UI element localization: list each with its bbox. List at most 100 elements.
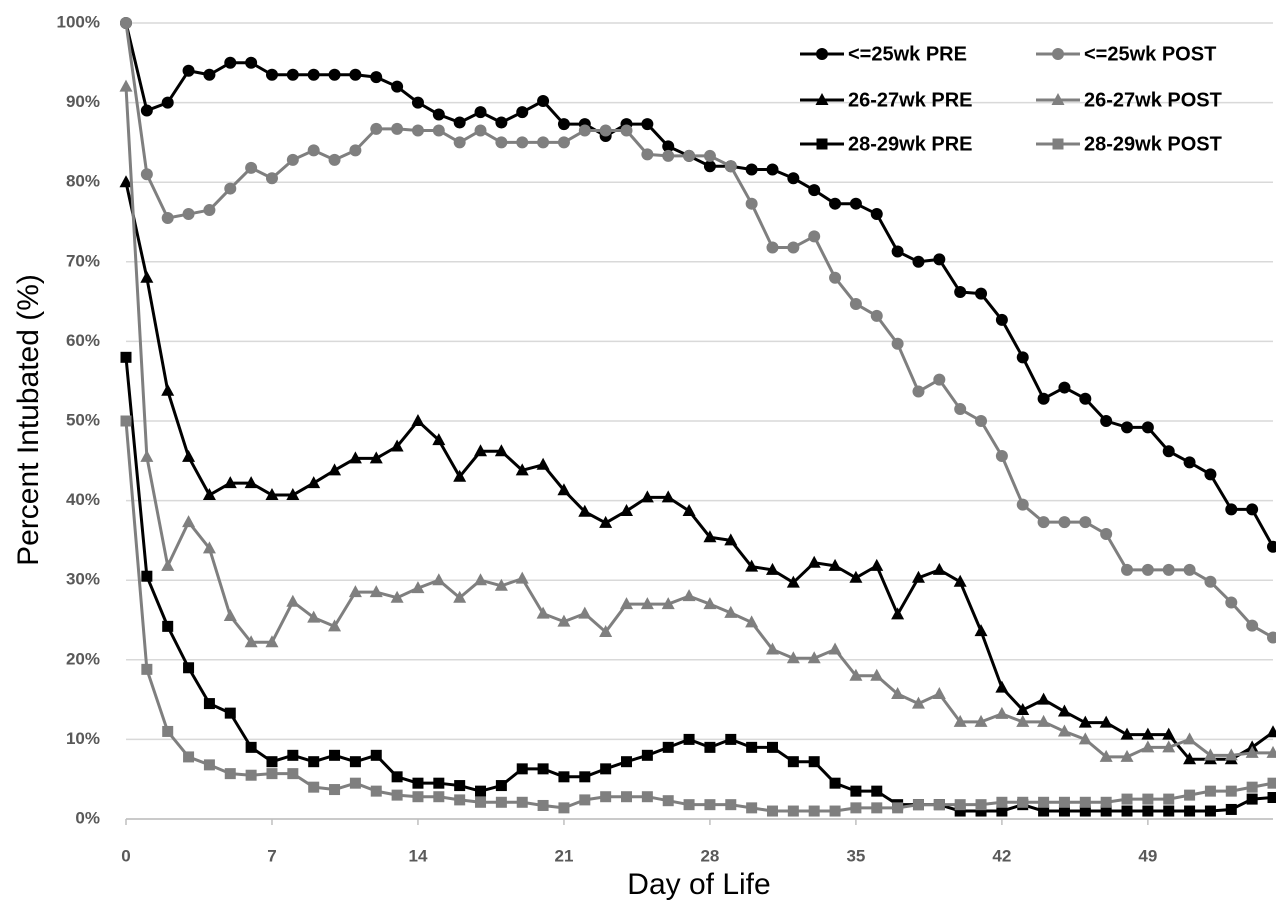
data-point — [912, 385, 925, 398]
data-point — [557, 614, 571, 627]
data-point — [1120, 749, 1134, 762]
data-point — [265, 488, 279, 501]
data-point — [995, 450, 1008, 463]
data-point — [954, 805, 966, 817]
y-axis-label: Percent Intubated (%) — [12, 274, 45, 566]
data-point — [224, 182, 237, 195]
data-point — [244, 476, 258, 489]
data-point — [1141, 421, 1154, 434]
legend-label: 26-27wk POST — [1084, 89, 1222, 111]
data-point — [829, 805, 841, 817]
data-point — [287, 749, 299, 761]
data-point — [1057, 724, 1071, 737]
data-point — [432, 573, 446, 586]
data-point — [161, 212, 174, 225]
data-point — [536, 606, 550, 619]
data-point — [975, 287, 988, 300]
data-point — [641, 118, 654, 131]
data-point — [786, 651, 800, 664]
data-point — [370, 785, 382, 797]
data-point — [808, 805, 820, 817]
data-point — [1121, 421, 1134, 434]
data-point — [307, 610, 321, 623]
data-point — [266, 756, 278, 768]
data-point — [182, 208, 195, 221]
legend-label: 28-29wk POST — [1084, 133, 1222, 155]
data-point — [1163, 793, 1175, 805]
data-point — [537, 136, 550, 149]
data-point — [515, 463, 529, 476]
data-point — [641, 749, 653, 761]
data-point — [1267, 540, 1276, 553]
data-point — [600, 791, 612, 803]
legend-marker — [1051, 93, 1065, 105]
data-point — [871, 785, 883, 797]
data-point — [766, 241, 779, 254]
data-point — [516, 136, 529, 149]
data-point — [621, 791, 633, 803]
data-point — [266, 768, 278, 780]
x-tick-label: 14 — [409, 846, 428, 865]
data-point — [453, 116, 466, 129]
data-point — [850, 785, 862, 797]
data-point — [1079, 392, 1092, 405]
data-point — [892, 802, 904, 814]
x-axis-label: Day of Life — [627, 868, 770, 901]
x-tick-label: 21 — [554, 846, 573, 865]
data-point — [975, 799, 987, 811]
data-point — [1225, 803, 1237, 815]
data-point — [1184, 789, 1196, 801]
data-point — [348, 585, 362, 598]
data-point — [995, 680, 1009, 693]
y-tick-label: 50% — [66, 410, 100, 429]
data-point — [954, 286, 967, 299]
data-point — [725, 799, 737, 811]
data-point — [286, 153, 299, 166]
data-point — [725, 733, 737, 745]
data-point — [411, 124, 424, 137]
data-point — [974, 624, 988, 637]
data-point — [1142, 793, 1154, 805]
data-point — [641, 148, 654, 161]
data-point — [1162, 445, 1175, 458]
data-point — [286, 594, 300, 607]
data-point — [1078, 715, 1092, 728]
data-point — [1184, 805, 1196, 817]
data-point — [766, 741, 778, 753]
data-point — [662, 795, 674, 807]
data-point — [829, 197, 842, 210]
data-point — [244, 635, 258, 648]
data-point — [891, 245, 904, 258]
data-point — [578, 504, 592, 517]
data-point — [849, 297, 862, 310]
data-point — [411, 96, 424, 109]
data-point — [933, 799, 945, 811]
y-tick-label: 80% — [66, 172, 100, 191]
data-point — [1058, 796, 1070, 808]
data-point — [495, 796, 507, 808]
data-point — [141, 663, 153, 675]
data-point — [1016, 714, 1030, 727]
data-point — [391, 80, 404, 93]
data-point — [182, 64, 195, 77]
data-point — [911, 696, 925, 709]
data-point — [1224, 748, 1238, 761]
data-point — [370, 71, 383, 84]
data-point — [203, 698, 215, 710]
data-point — [1162, 740, 1176, 753]
data-point — [683, 733, 695, 745]
data-point — [807, 651, 821, 664]
data-point — [1120, 727, 1134, 740]
data-point — [1225, 596, 1238, 609]
data-point — [557, 136, 570, 149]
data-point — [1058, 805, 1070, 817]
data-point — [369, 585, 383, 598]
data-point — [412, 777, 424, 789]
data-point — [245, 741, 257, 753]
data-point — [1203, 748, 1217, 761]
data-point — [1016, 498, 1029, 511]
data-point — [1204, 575, 1217, 588]
data-point — [1099, 749, 1113, 762]
data-point — [162, 725, 174, 737]
data-point — [140, 449, 154, 462]
